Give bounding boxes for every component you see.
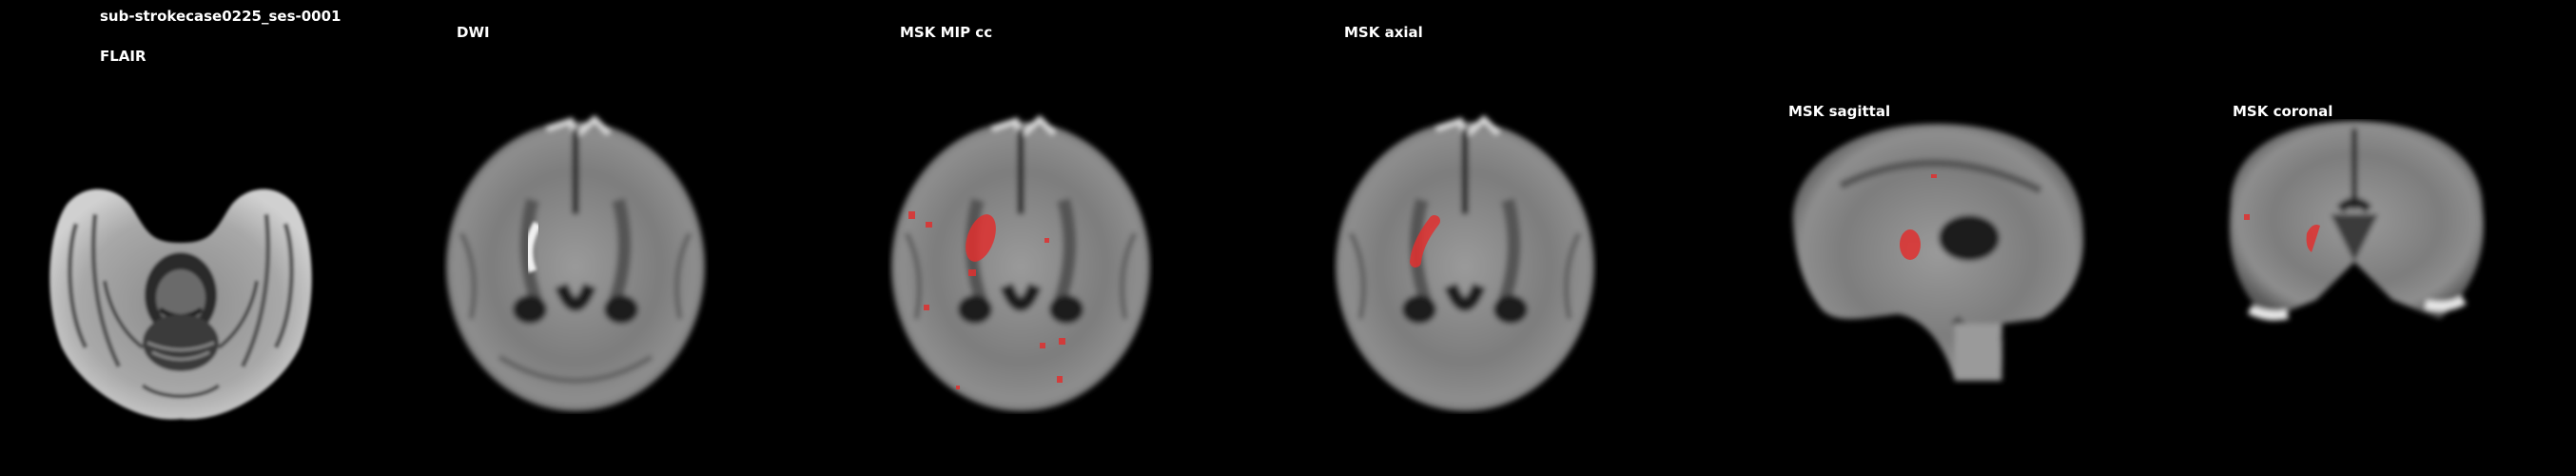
flair-image: [38, 167, 323, 428]
dwi-image: [442, 109, 709, 414]
msk-mip-cc-image: [888, 109, 1154, 414]
panel-title-msk-coronal: MSK coronal: [2233, 103, 2333, 120]
panel-title-msk-axial: MSK axial: [1344, 24, 1423, 41]
msk-sagittal-image: [1784, 119, 2088, 386]
mask-lesion-main: [966, 214, 996, 262]
mask-lesion-axial: [1410, 215, 1440, 268]
mask-lesion-coronal: [2306, 225, 2320, 252]
subject-id: sub-strokecase0225_ses-0001: [100, 8, 342, 25]
mask-lesion-sagittal: [1900, 229, 1921, 260]
panel-title-flair: FLAIR: [100, 48, 146, 65]
panel-title-msk-sagittal: MSK sagittal: [1788, 103, 1891, 120]
msk-axial-image: [1332, 109, 1598, 414]
panel-title-dwi: DWI: [457, 24, 490, 41]
msk-coronal-image: [2221, 119, 2488, 328]
panel-title-msk-mip-cc: MSK MIP cc: [900, 24, 993, 41]
